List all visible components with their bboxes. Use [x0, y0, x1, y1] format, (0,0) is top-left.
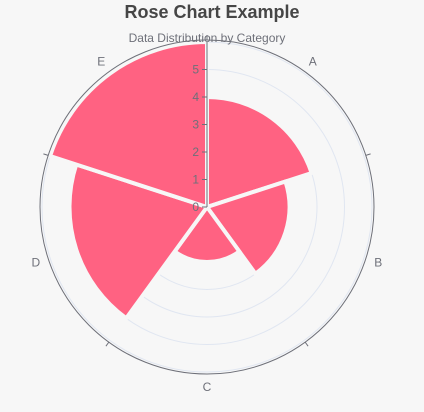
chart-title: Rose Chart Example: [124, 2, 299, 22]
radius-tick-label: 0: [192, 200, 199, 214]
angle-axis-tick: [43, 153, 49, 156]
rose-sector-c[interactable]: [171, 203, 243, 265]
category-label-c: C: [203, 380, 212, 394]
radius-tick-label: 1: [192, 173, 199, 187]
radius-tick-label: 2: [192, 145, 199, 159]
rose-sector-e[interactable]: [47, 39, 209, 210]
radius-tick-label: 3: [192, 118, 199, 132]
rose-sector-d[interactable]: [67, 161, 211, 322]
radius-tick-label: 4: [192, 90, 199, 104]
category-label-d: D: [31, 256, 40, 270]
radius-tick-label: 5: [192, 63, 199, 77]
angle-axis-tick: [365, 153, 371, 156]
category-label-b: B: [374, 256, 382, 270]
rose-sector-b[interactable]: [203, 178, 292, 277]
angle-axis-tick: [105, 341, 110, 347]
sector-layer: [47, 39, 315, 322]
chart-subtitle: Data Distribution by Category: [129, 31, 286, 45]
angle-axis-tick: [304, 341, 309, 347]
category-label-a: A: [309, 54, 317, 68]
category-label-e: E: [97, 54, 105, 68]
axis-layer: A B C D E 0 1 2 3 4 5: [31, 35, 382, 394]
